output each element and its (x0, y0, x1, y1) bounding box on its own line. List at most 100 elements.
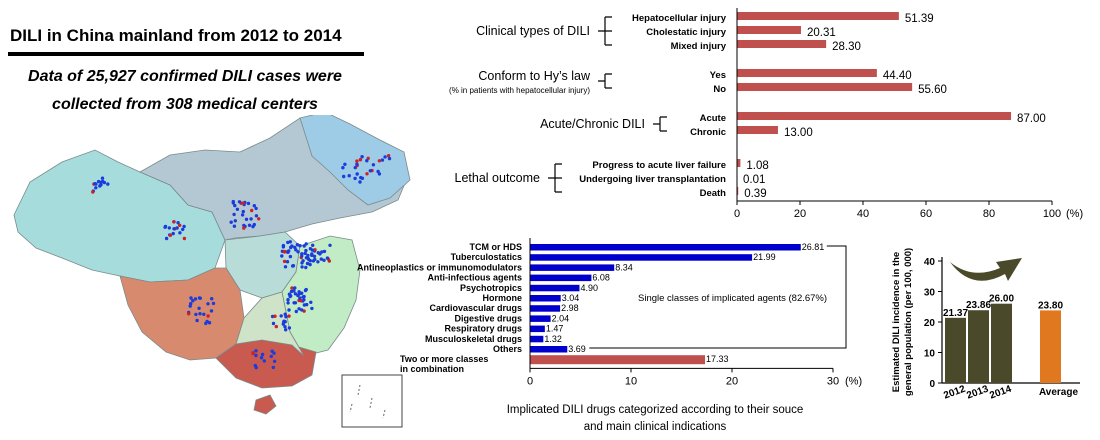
map-case-dot (380, 158, 385, 162)
map-case-dot (280, 254, 284, 258)
map-case-dot (249, 217, 253, 221)
map-case-dot (304, 248, 308, 253)
map-case-dot (176, 221, 180, 225)
map-case-dot (298, 244, 302, 248)
map-case-dot (283, 312, 287, 316)
group-label: Acute/Chronic DILI (540, 117, 645, 131)
map-region (119, 267, 245, 361)
map-case-dot (209, 309, 214, 313)
map-case-dot (204, 321, 208, 326)
map-case-dot (172, 220, 176, 224)
map-case-dot (297, 292, 301, 296)
bar (530, 295, 561, 302)
group-label: Lethal outcome (455, 171, 541, 185)
y-tick-label: 0 (929, 379, 935, 390)
map-case-dot (293, 286, 297, 290)
x-unit-label: (%) (1066, 208, 1083, 220)
map-case-dot (274, 324, 278, 329)
map-case-dot (164, 236, 169, 241)
data-label: 17.33 (706, 354, 729, 364)
bar (530, 264, 615, 271)
map-case-dot (365, 172, 369, 176)
data-label: 1.47 (546, 324, 564, 334)
map-case-dot (328, 243, 332, 247)
map-case-dot (322, 258, 326, 262)
data-label: 20.31 (807, 27, 836, 39)
category-label: Yes (710, 70, 726, 81)
x-tick-label: 0 (734, 208, 740, 220)
map-case-dot (304, 242, 308, 246)
map-case-dot (237, 200, 242, 204)
map-case-dot (210, 297, 214, 301)
map-case-dot (262, 359, 266, 363)
map-case-dot (93, 182, 97, 186)
map-case-dot (341, 166, 345, 170)
map-case-dot (240, 213, 245, 217)
category-label-line: in combination (400, 364, 464, 374)
category-label: Hepatocellular injury (632, 13, 727, 24)
map-case-dot (259, 356, 264, 360)
data-label: 87.00 (1017, 113, 1046, 125)
map-case-dot (316, 260, 320, 264)
map-case-dot (358, 180, 362, 184)
map-case-dot (386, 154, 391, 158)
map-case-dot (311, 243, 315, 247)
map-region (299, 115, 411, 206)
map-case-dot (233, 219, 237, 223)
map-case-dot (301, 259, 305, 263)
data-label: 8.34 (615, 262, 633, 272)
data-label: 2.04 (552, 313, 570, 323)
subtitle-line-1: Data of 25,927 confirmed DILI cases were (28, 68, 342, 85)
map-case-dot (251, 351, 255, 356)
data-label: 51.39 (905, 13, 934, 25)
map-case-dot (287, 308, 291, 312)
group-bracket (653, 116, 667, 132)
data-label: 23.80 (1038, 300, 1063, 311)
map-case-dot (247, 223, 252, 227)
implicated-drugs-chart: TCM or HDS 26.81 Tuberculostatics 21.99 Anti… (357, 238, 862, 433)
map-case-dot (284, 315, 288, 319)
bar (737, 12, 899, 20)
y-tick-label: 20 (924, 318, 936, 329)
single-class-bracket (589, 245, 847, 349)
bar (530, 355, 706, 365)
map-case-dot (358, 158, 363, 162)
map-case-dot (359, 175, 363, 180)
category-label: TCM or HDS (470, 242, 523, 252)
map-case-dot (206, 302, 210, 306)
map-case-dot (310, 248, 315, 252)
map-case-dot (202, 312, 206, 316)
map-case-dot (286, 301, 290, 305)
data-label: 13.00 (784, 127, 813, 139)
category-label: Others (493, 344, 522, 354)
data-label: 28.30 (832, 41, 861, 53)
data-label: 55.60 (918, 84, 947, 96)
map-case-dot (189, 296, 193, 300)
map-case-dot (289, 289, 294, 294)
map-case-dot (254, 349, 258, 353)
group-label: Conform to Hy’s law (478, 69, 591, 83)
category-label: Antineoplastics or immunomodulators (357, 262, 522, 272)
bar (530, 346, 568, 353)
category-label: Tuberculostatics (451, 252, 522, 262)
map-case-dot (260, 352, 265, 357)
map-case-dot (206, 314, 210, 318)
map-case-dot (272, 359, 277, 363)
y-tick-label: 10 (924, 349, 936, 360)
map-case-dot (251, 224, 255, 229)
map-case-dot (377, 172, 382, 176)
bar (1040, 310, 1061, 383)
clinical-features-chart: Hepatocellular injury 51.39 Cholestatic in… (449, 8, 1083, 220)
bar (737, 112, 1012, 120)
map-case-dot (360, 155, 364, 159)
bar (968, 310, 989, 383)
map-case-dot (306, 256, 310, 260)
bar (530, 335, 544, 343)
map-case-dot (283, 325, 287, 329)
y-tick-label: 30 (924, 288, 936, 299)
category-label: Chronic (690, 127, 726, 138)
map-case-dot (273, 314, 277, 318)
map-case-dot (292, 301, 296, 305)
data-label: 44.40 (883, 70, 912, 82)
map-case-dot (284, 328, 288, 332)
